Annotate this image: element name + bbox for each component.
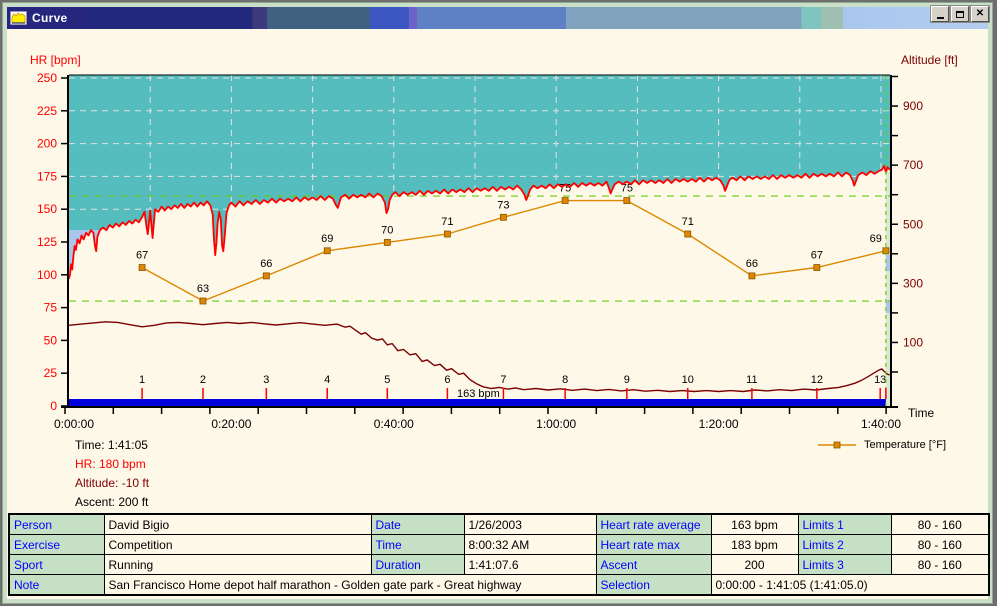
cursor-hr: HR: 180 bpm — [75, 457, 146, 471]
table-label-cell: Limits 2 — [797, 534, 892, 555]
close-button[interactable]: ✕ — [971, 6, 989, 22]
table-label-cell: Heart rate average — [595, 513, 712, 535]
table-value-cell: 80 - 160 — [890, 534, 990, 555]
table-label-cell: Heart rate max — [595, 534, 712, 555]
maximize-icon — [956, 10, 964, 18]
cursor-altitude: Altitude: -10 ft — [75, 476, 150, 490]
table-value-cell: 1/26/2003 — [463, 513, 597, 535]
table-value-cell: 1:41:07.6 — [463, 554, 597, 575]
table-label-cell: Selection — [595, 574, 712, 596]
table-label-cell: Exercise — [8, 534, 105, 555]
table-value-cell: San Francisco Home depot half marathon -… — [103, 574, 597, 596]
table-value-cell: Running — [103, 554, 372, 575]
minimize-button[interactable] — [931, 6, 949, 22]
table-label-cell: Duration — [370, 554, 465, 575]
minimize-icon — [936, 16, 944, 19]
table-label-cell: Limits 3 — [797, 554, 892, 575]
table-row: Person David Bigio Date 1/26/2003 Heart rate… — [8, 513, 990, 535]
summary-tbody: Person David Bigio Date 1/26/2003 Heart rate… — [8, 513, 990, 596]
temperature-legend-marker-icon — [818, 441, 856, 449]
close-icon: ✕ — [975, 8, 985, 19]
summary-table: Person David Bigio Date 1/26/2003 Heart rate… — [8, 513, 990, 596]
legend-temperature: Temperature [°F] — [818, 439, 946, 451]
title-bar[interactable]: Curve — [7, 7, 988, 29]
legend-label: Temperature [°F] — [864, 439, 947, 451]
table-label-cell: Date — [370, 513, 465, 535]
table-label-cell: Sport — [8, 554, 105, 575]
maximize-button[interactable] — [951, 6, 969, 22]
curve-app-icon — [10, 11, 27, 25]
cursor-time: Time: 1:41:05 — [75, 438, 148, 452]
table-label-cell: Time — [370, 534, 465, 555]
window-controls: ✕ — [931, 6, 989, 22]
table-label-cell: Limits 1 — [797, 513, 892, 535]
table-value-cell: 183 bpm — [710, 534, 799, 555]
table-row: Note San Francisco Home depot half marath… — [8, 574, 990, 596]
table-label-cell: Note — [8, 574, 105, 596]
table-value-cell: 8:00:32 AM — [463, 534, 597, 555]
cursor-ascent: Ascent: 200 ft — [75, 495, 149, 509]
table-value-cell: 80 - 160 — [890, 513, 990, 535]
table-label-cell: Ascent — [595, 554, 712, 575]
window-title: Curve — [32, 11, 68, 25]
table-value-cell: David Bigio — [103, 513, 372, 535]
cursor-info: Time: 1:41:05 HR: 180 bpm Altitude: -10 … — [75, 436, 149, 512]
table-value-cell: 163 bpm — [710, 513, 799, 535]
table-row: Exercise Competition Time 8:00:32 AM Heart r… — [8, 534, 990, 555]
table-row: Sport Running Duration 1:41:07.6 Ascent 200 Li… — [8, 554, 990, 575]
table-value-cell: 0:00:00 - 1:41:05 (1:41:05.0) — [710, 574, 990, 596]
table-value-cell: Competition — [103, 534, 372, 555]
table-value-cell: 200 — [710, 554, 799, 575]
table-value-cell: 80 - 160 — [890, 554, 990, 575]
table-label-cell: Person — [8, 513, 105, 535]
